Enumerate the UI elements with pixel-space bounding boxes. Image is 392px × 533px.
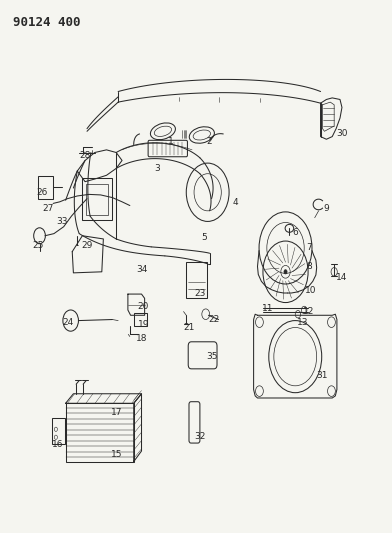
Text: 19: 19	[138, 320, 149, 329]
Text: 18: 18	[136, 334, 147, 343]
Text: 25: 25	[33, 241, 44, 250]
Text: 11: 11	[262, 304, 274, 313]
Text: 3: 3	[154, 164, 160, 173]
Text: 22: 22	[208, 315, 219, 324]
Text: 20: 20	[138, 302, 149, 311]
Bar	[38, 176, 53, 199]
Bar	[186, 262, 207, 298]
Text: 7: 7	[306, 244, 312, 253]
Text: 90124 400: 90124 400	[13, 15, 81, 29]
Text: 15: 15	[111, 450, 122, 459]
Bar	[86, 184, 108, 215]
Text: 31: 31	[317, 370, 328, 379]
Text: 1: 1	[168, 138, 174, 147]
Text: 35: 35	[206, 352, 217, 361]
Circle shape	[284, 270, 287, 274]
Text: 32: 32	[194, 432, 205, 441]
Text: 6: 6	[292, 228, 298, 237]
Text: 16: 16	[52, 440, 64, 449]
Text: 26: 26	[36, 188, 48, 197]
Bar	[65, 403, 134, 462]
Text: 24: 24	[62, 318, 73, 327]
Text: 5: 5	[201, 233, 207, 242]
Text: 17: 17	[111, 408, 122, 417]
Text: 10: 10	[305, 286, 317, 295]
Text: 28: 28	[80, 151, 91, 160]
Text: 34: 34	[136, 265, 147, 273]
Text: 30: 30	[336, 130, 348, 139]
Text: 14: 14	[336, 272, 348, 281]
Text: 8: 8	[306, 262, 312, 271]
Text: 33: 33	[56, 217, 67, 226]
Text: 23: 23	[194, 288, 205, 297]
Bar	[134, 313, 147, 326]
Text: 29: 29	[81, 241, 93, 250]
Text: 9: 9	[323, 204, 329, 213]
Text: 27: 27	[42, 204, 54, 213]
Text: 4: 4	[232, 198, 238, 207]
Bar	[82, 179, 112, 220]
Text: 12: 12	[303, 307, 314, 316]
Text: 13: 13	[297, 318, 309, 327]
Bar	[52, 418, 65, 444]
Text: 21: 21	[183, 323, 195, 332]
Text: 2: 2	[207, 138, 212, 147]
